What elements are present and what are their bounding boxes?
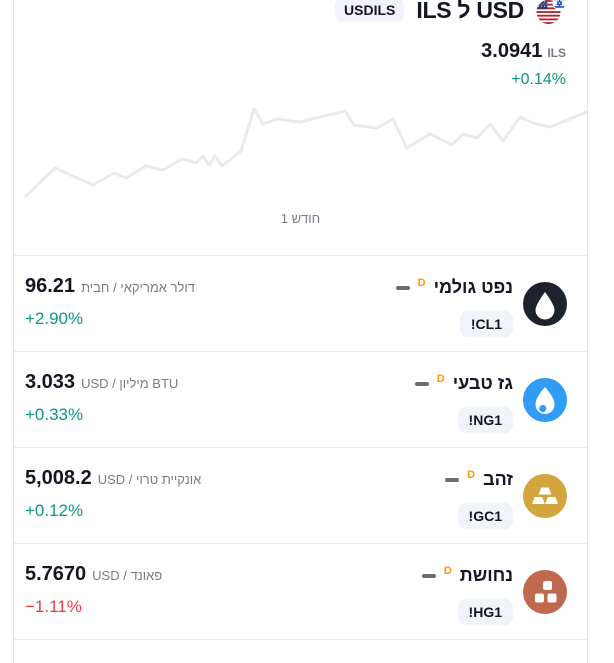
delayed-data-marker: D: [436, 372, 445, 385]
instrument-change: −1.11%: [25, 597, 82, 616]
instrument-row-crude-oil[interactable]: 96.21 דולר אמריקאי / חבית +2.90% D נפט ג…: [14, 255, 587, 351]
sparkline: [24, 107, 591, 198]
instrument-row-gold[interactable]: 5,008.2 USD / אונקיית טרוי +0.12% D זהב …: [14, 447, 587, 543]
instrument-unit: USD / מיליון BTU: [81, 376, 179, 391]
pair-title: ILS ל USD: [416, 0, 524, 23]
symbol-badge: USDILS: [335, 0, 405, 22]
instrument-name: נחושת: [459, 565, 513, 585]
pair-price: 3.0941: [481, 40, 543, 62]
instrument-price: 5.7670: [25, 563, 87, 585]
instrument-name: זהב: [483, 469, 513, 489]
sparkline-chart: [14, 100, 591, 205]
instrument-row-natural-gas[interactable]: 3.033 USD / מיליון BTU +0.33% D גז טבעי …: [14, 351, 587, 447]
instrument-unit: דולר אמריקאי / חבית: [81, 280, 195, 295]
us-israel-dual-flag-icon: [536, 0, 567, 30]
instrument-name: נפט גולמי: [433, 277, 513, 297]
delayed-data-marker: D: [443, 564, 452, 577]
dash-icon: [445, 477, 460, 482]
instrument-price: 3.033: [25, 371, 76, 393]
instrument-symbol-badge: !GC1: [457, 503, 513, 529]
symbol-header[interactable]: USDILS ILS ל USD: [335, 0, 567, 30]
instrument-row-copper[interactable]: 5.7670 USD / פאונד −1.11% D נחושת !HG1: [14, 543, 587, 639]
range-selector[interactable]: 1 חודש: [280, 211, 321, 226]
delayed-data-marker: D: [417, 276, 426, 289]
instrument-name: גז טבעי: [452, 373, 513, 393]
row-quote: 5.7670 USD / פאונד −1.11%: [25, 563, 162, 617]
instrument-change: +2.90%: [25, 309, 84, 328]
pair-currency: ILS: [547, 46, 566, 60]
instrument-change: +0.33%: [25, 405, 84, 424]
dash-icon: [395, 285, 410, 290]
oil-drop-icon: [523, 282, 567, 337]
gold-bars-icon: [523, 474, 567, 529]
flame-icon: [523, 378, 567, 433]
row-identity: D גז טבעי !NG1: [414, 372, 567, 433]
dash-icon: [414, 381, 429, 386]
instrument-symbol-badge: !HG1: [457, 599, 513, 625]
instrument-unit: USD / פאונד: [92, 568, 163, 583]
pair-price-row: 3.0941 ILS: [481, 40, 566, 63]
row-identity: D זהב !GC1: [445, 469, 567, 529]
dash-icon: [421, 573, 436, 578]
row-quote: 96.21 דולר אמריקאי / חבית +2.90%: [25, 275, 195, 329]
widget-card: USDILS ILS ל USD: [13, 0, 591, 663]
instrument-row-partial[interactable]: [14, 639, 587, 663]
instrument-symbol-badge: !CL1: [459, 311, 513, 337]
delayed-data-marker: D: [467, 468, 476, 481]
copper-blocks-icon: [523, 570, 567, 625]
row-identity: D נפט גולמי !CL1: [395, 276, 567, 337]
instrument-symbol-badge: !NG1: [457, 407, 513, 433]
instrument-unit: USD / אונקיית טרוי: [97, 472, 202, 487]
row-identity: D נחושת !HG1: [421, 564, 567, 625]
instrument-list: 96.21 דולר אמריקאי / חבית +2.90% D נפט ג…: [14, 255, 587, 663]
instrument-price: 96.21: [25, 275, 76, 297]
pair-change: +0.14%: [511, 71, 566, 88]
row-quote: 5,008.2 USD / אונקיית טרוי +0.12%: [25, 467, 201, 521]
instrument-change: +0.12%: [25, 501, 84, 520]
row-quote: 3.033 USD / מיליון BTU +0.33%: [25, 371, 178, 425]
instrument-price: 5,008.2: [25, 467, 92, 489]
